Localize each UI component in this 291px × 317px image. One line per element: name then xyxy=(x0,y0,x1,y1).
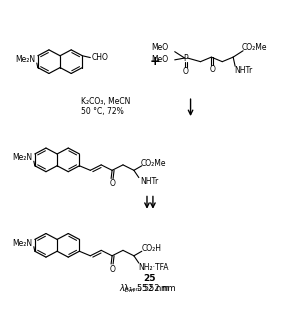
Text: CO₂H: CO₂H xyxy=(142,244,162,253)
Text: O: O xyxy=(183,67,189,76)
Text: Me₂N: Me₂N xyxy=(16,55,36,64)
Text: Me₂N: Me₂N xyxy=(13,153,33,162)
Text: O: O xyxy=(109,265,115,274)
Text: NH₂·TFA: NH₂·TFA xyxy=(139,263,169,272)
Text: +: + xyxy=(150,55,160,68)
Text: MeO: MeO xyxy=(152,42,169,52)
Text: NHTr: NHTr xyxy=(234,66,252,75)
Text: O: O xyxy=(210,65,215,74)
Text: K₂CO₃, MeCN: K₂CO₃, MeCN xyxy=(81,97,130,106)
Text: 50 °C, 72%: 50 °C, 72% xyxy=(81,107,123,116)
Text: $\lambda_{Em}$ 552 nm: $\lambda_{Em}$ 552 nm xyxy=(120,283,171,295)
Text: O: O xyxy=(109,179,115,189)
Text: 25: 25 xyxy=(144,274,156,282)
Text: CHO: CHO xyxy=(92,53,109,62)
Text: CO₂Me: CO₂Me xyxy=(141,158,166,168)
Text: MeO: MeO xyxy=(152,55,169,64)
Text: P: P xyxy=(183,54,188,62)
Text: CO₂Me: CO₂Me xyxy=(241,42,267,52)
Text: Me₂N: Me₂N xyxy=(13,239,33,248)
Text: λ₁ₑₘ 552 nm: λ₁ₑₘ 552 nm xyxy=(124,284,176,294)
Text: NHTr: NHTr xyxy=(141,177,159,186)
